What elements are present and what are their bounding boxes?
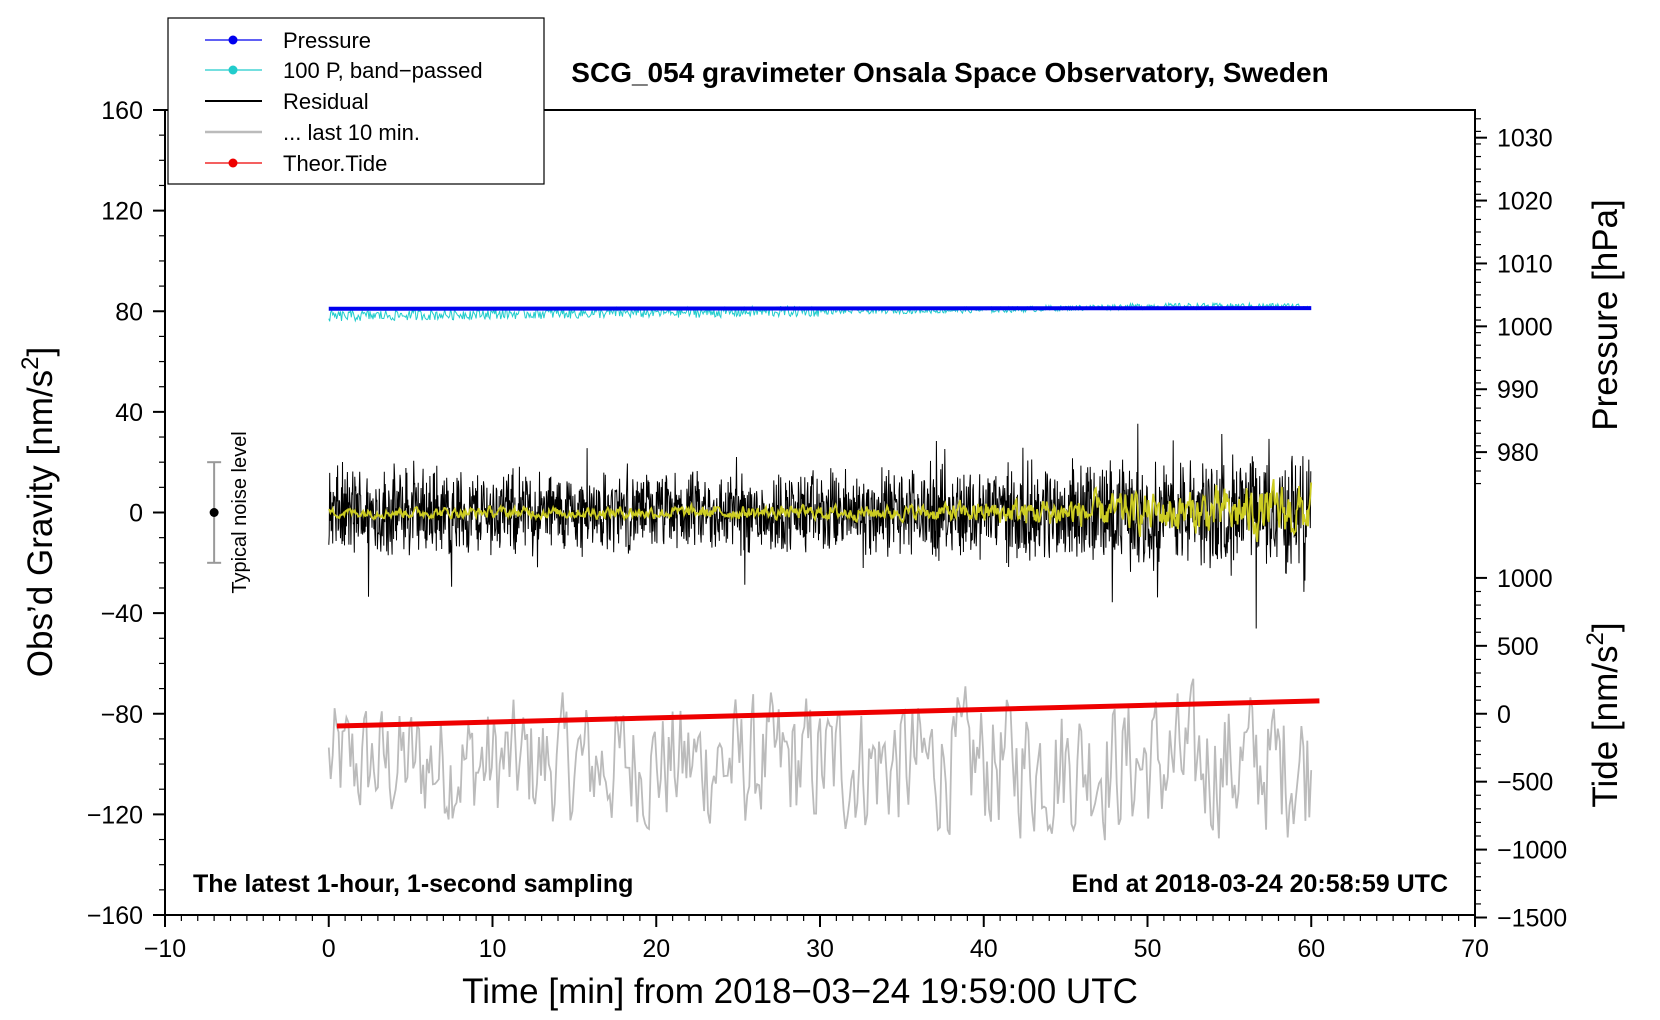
pressure-tick-label: 1000: [1497, 313, 1553, 341]
noise-bar-label: Typical noise level: [229, 431, 251, 593]
y-tick-label: 0: [129, 500, 143, 528]
legend-label-bandpassed: 100 P, band−passed: [283, 58, 483, 83]
pressure-tick-label: 1010: [1497, 250, 1553, 278]
annotation-bottom-right: End at 2018-03-24 20:58:59 UTC: [1071, 870, 1448, 898]
series-line-residual-smoothed: [328, 478, 1313, 543]
y-axis-label-tide: Tide [nm/s2]: [1582, 622, 1625, 807]
noise-bar: Typical noise level: [207, 431, 251, 594]
x-tick-label: 40: [970, 935, 998, 963]
series-line-pressure: [328, 306, 1312, 311]
legend-sample-marker: [228, 65, 238, 75]
legend-label-theor-tide: Theor.Tide: [283, 151, 387, 176]
tide-tick-label: −1000: [1497, 837, 1567, 865]
legend-label-residual: Residual: [283, 89, 369, 114]
chart-title: SCG_054 gravimeter Onsala Space Observat…: [571, 57, 1328, 88]
x-tick-label: 50: [1134, 935, 1162, 963]
y-axis-label-pressure: Pressure [hPa]: [1586, 199, 1625, 431]
y-tick-label: 80: [115, 298, 143, 326]
tide-tick-label: −1500: [1497, 905, 1567, 933]
pressure-tick-label: 1030: [1497, 125, 1553, 153]
series-line-residual: [328, 423, 1312, 629]
unit-superscript: 2: [1582, 632, 1609, 645]
x-axis-label: Time [min] from 2018−03−24 19:59:00 UTC: [462, 972, 1138, 1011]
x-tick-label: 60: [1297, 935, 1325, 963]
y-tick-label: 120: [101, 198, 143, 226]
x-tick-label: −10: [144, 935, 186, 963]
y-axis-label-gravity: Obs’d Gravity [nm/s2]: [17, 347, 60, 677]
series-line-theor-tide: [336, 698, 1320, 729]
x-tick-label: 70: [1461, 935, 1489, 963]
legend-sample-marker: [228, 35, 238, 45]
noise-bar-dot: [209, 508, 219, 517]
x-tick-label: 0: [322, 935, 336, 963]
y-tick-label: −40: [101, 600, 143, 628]
tide-tick-label: −500: [1497, 769, 1553, 797]
pressure-tick-label: 980: [1497, 439, 1539, 467]
series-layer: [327, 301, 1320, 841]
y-tick-label: −120: [87, 801, 143, 829]
x-tick-label: 10: [479, 935, 507, 963]
tide-tick-label: 1000: [1497, 565, 1553, 593]
legend-label-last-10-min: ... last 10 min.: [283, 120, 420, 145]
x-tick-label: 20: [642, 935, 670, 963]
y-tick-label: −80: [101, 701, 143, 729]
y-tick-label: 40: [115, 399, 143, 427]
legend: Pressure 100 P, band−passed Residual ...…: [167, 17, 545, 185]
series-line-last-10-min: [327, 678, 1313, 841]
pressure-tick-label: 1020: [1497, 188, 1553, 216]
legend-sample-marker: [228, 158, 238, 168]
unit-superscript: 2: [17, 357, 44, 370]
y-tick-label: −160: [87, 902, 143, 930]
y-tick-label: 160: [101, 97, 143, 125]
x-tick-label: 30: [806, 935, 834, 963]
tide-tick-label: 0: [1497, 701, 1511, 729]
axis-layer: −10 0 10 20 30 40 50 60 70−160−120−80−4004080120…: [87, 97, 1568, 963]
tide-tick-label: 500: [1497, 633, 1539, 661]
annotation-bottom-left: The latest 1-hour, 1-second sampling: [193, 870, 633, 898]
series-line-bandpassed: [328, 301, 1311, 323]
pressure-tick-label: 990: [1497, 376, 1539, 404]
legend-label-pressure: Pressure: [283, 28, 371, 53]
